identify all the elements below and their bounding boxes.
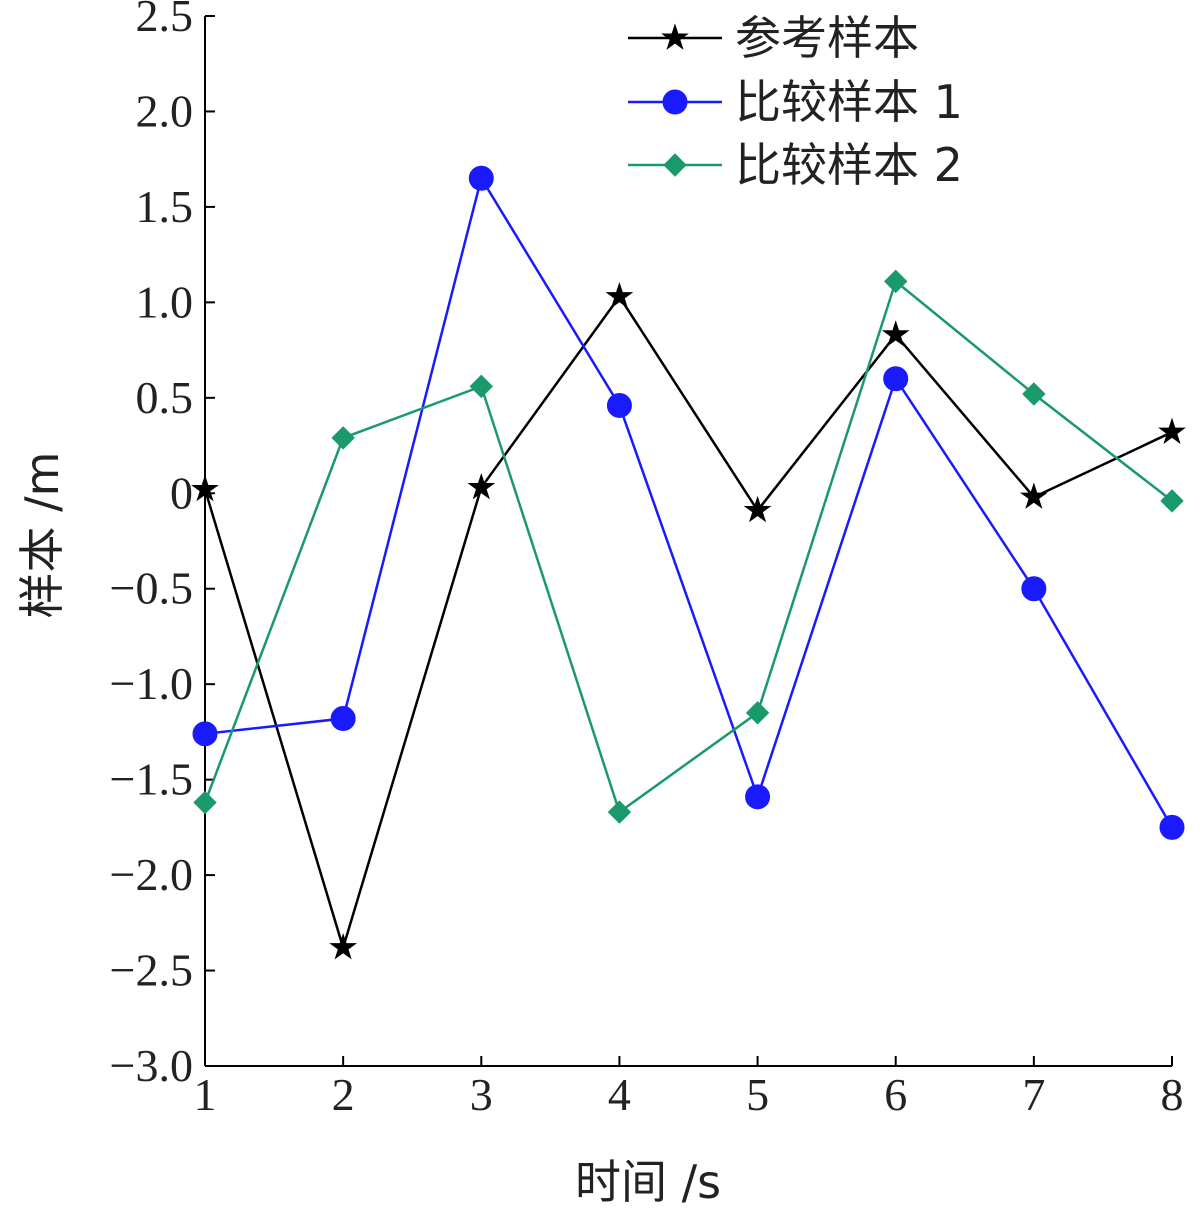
y-tick-label: 1.0 xyxy=(136,276,194,327)
y-tick-label: −1.0 xyxy=(110,658,193,709)
y-tick-label: −0.5 xyxy=(110,563,193,614)
x-tick-label: 7 xyxy=(1022,1069,1045,1120)
y-tick-label: −2.0 xyxy=(110,849,193,900)
x-tick-label: 3 xyxy=(470,1069,493,1120)
series-3 xyxy=(193,269,1184,824)
series-line xyxy=(204,175,1174,828)
legend-marker xyxy=(663,153,687,177)
y-tick-label: −3.0 xyxy=(110,1040,193,1091)
data-point xyxy=(468,165,494,191)
legend-label: 参考样本 xyxy=(735,11,919,65)
y-tick-label: 0.5 xyxy=(136,372,194,423)
legend-item-2: 比较样本 1 xyxy=(628,75,963,129)
y-tick-label: −2.5 xyxy=(110,945,193,996)
data-point xyxy=(193,790,217,815)
axes: 2.5 2.0 1.5 1.0 0.5 0 −0.5 −1.0 −1.5 −2.0 −2.5 −3.0… xyxy=(110,0,1184,1120)
x-tick-label: 6 xyxy=(884,1069,907,1120)
data-point xyxy=(1022,382,1046,406)
data-point xyxy=(331,426,355,450)
data-point xyxy=(883,366,909,392)
series-line xyxy=(203,294,1173,952)
legend-item-3: 比较样本 2 xyxy=(628,138,963,192)
series-layer xyxy=(191,165,1186,960)
data-point xyxy=(745,784,771,810)
y-tick-label: 2.5 xyxy=(136,0,194,41)
data-point xyxy=(1158,417,1186,444)
data-point xyxy=(191,474,219,502)
x-tick-label: 8 xyxy=(1161,1069,1184,1120)
data-point xyxy=(1021,576,1047,602)
data-point xyxy=(745,701,770,725)
y-tick-label: 1.5 xyxy=(136,181,194,232)
x-axis-label: 时间 /s xyxy=(575,1155,721,1209)
data-point xyxy=(192,721,218,747)
data-point xyxy=(330,706,356,732)
x-tick-label: 4 xyxy=(608,1069,631,1120)
y-tick-label: 0 xyxy=(170,467,193,518)
data-point xyxy=(884,269,908,294)
data-point xyxy=(1160,489,1184,513)
y-tick-label: 2.0 xyxy=(136,85,194,136)
x-tick-label: 5 xyxy=(746,1069,769,1120)
legend-marker xyxy=(662,89,688,115)
series-1 xyxy=(191,282,1186,960)
data-point xyxy=(469,374,493,399)
legend-marker xyxy=(661,23,689,50)
y-tick-label: −1.5 xyxy=(110,754,193,805)
y-axis-label: 样本 /m xyxy=(15,452,69,619)
data-point xyxy=(881,320,910,347)
x-tick-label: 2 xyxy=(332,1069,355,1120)
x-tick-label: 1 xyxy=(194,1069,217,1120)
data-point xyxy=(1019,482,1048,509)
data-point xyxy=(1159,814,1185,840)
data-point xyxy=(743,495,772,523)
legend-label: 比较样本 2 xyxy=(735,138,963,192)
data-point xyxy=(607,800,632,824)
legend-item-1: 参考样本 xyxy=(628,11,919,65)
data-point xyxy=(329,933,358,960)
data-point xyxy=(467,472,496,500)
series-2 xyxy=(192,165,1185,840)
data-point xyxy=(606,392,632,418)
data-point xyxy=(605,282,634,309)
series-line xyxy=(203,279,1173,815)
legend-label: 比较样本 1 xyxy=(735,75,963,129)
